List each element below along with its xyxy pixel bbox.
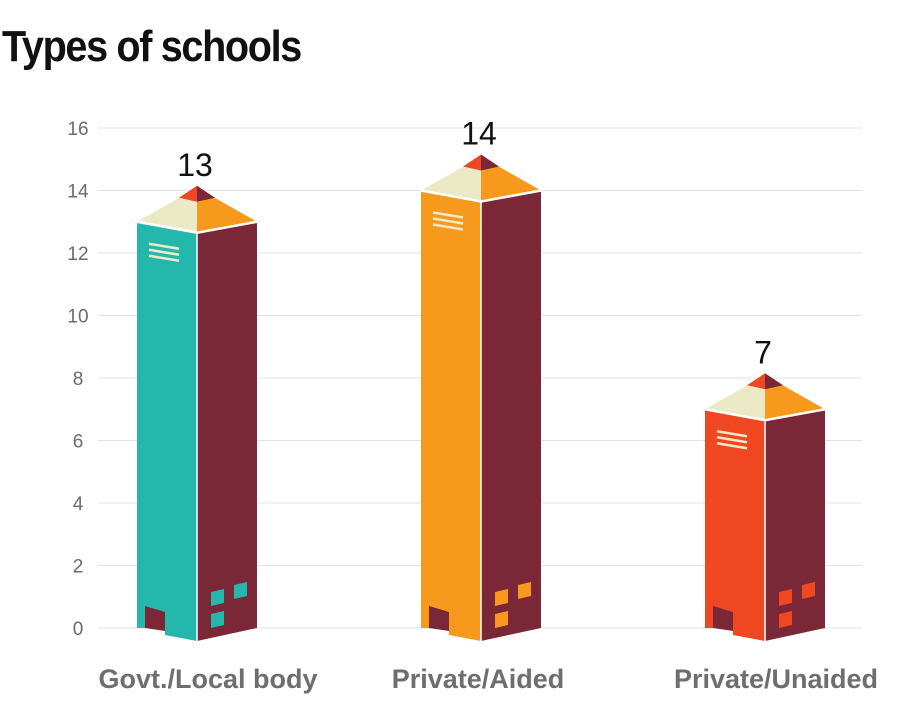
bars bbox=[136, 154, 826, 641]
y-tick-label: 0 bbox=[73, 619, 84, 640]
vent-stripe bbox=[148, 248, 180, 257]
data-label: 13 bbox=[177, 147, 213, 183]
door-icon bbox=[713, 606, 733, 631]
vent-stripe bbox=[716, 441, 748, 450]
window-icon bbox=[234, 582, 247, 599]
roof-peak-right bbox=[481, 154, 499, 171]
y-tick-label: 8 bbox=[73, 369, 84, 390]
window-icon bbox=[211, 611, 224, 628]
data-label: 14 bbox=[461, 116, 497, 152]
y-tick-label: 6 bbox=[73, 432, 84, 453]
vent-stripe bbox=[716, 435, 748, 444]
y-tick-label: 10 bbox=[67, 307, 88, 328]
data-labels: 13 14 7 bbox=[177, 116, 772, 371]
y-tick-label: 14 bbox=[67, 182, 89, 203]
roof-peak-right bbox=[765, 373, 783, 390]
category-label: Private/Unaided bbox=[674, 664, 878, 694]
x-axis: Govt./Local body Private/Aided Private/Una… bbox=[98, 664, 878, 694]
y-axis: 0 2 4 6 8 10 12 14 16 bbox=[67, 119, 89, 640]
window-icon bbox=[211, 589, 224, 606]
roof-left bbox=[705, 375, 765, 421]
y-tick-label: 16 bbox=[67, 119, 88, 140]
chart-title: Types of schools bbox=[2, 22, 302, 71]
category-label: Private/Aided bbox=[392, 664, 565, 694]
vent-stripe bbox=[432, 217, 464, 225]
bar-side-face bbox=[197, 221, 257, 641]
roof-peak-left bbox=[463, 154, 481, 171]
window-icon bbox=[802, 582, 815, 599]
roof-left bbox=[137, 187, 197, 233]
window-icon bbox=[495, 589, 508, 606]
window-icon bbox=[779, 589, 792, 606]
bar bbox=[704, 373, 826, 641]
roof-right bbox=[765, 375, 825, 421]
vent-stripe bbox=[432, 223, 464, 231]
vent-stripe bbox=[148, 242, 180, 251]
roof-peak-left bbox=[747, 373, 765, 390]
roof-peak-left bbox=[179, 185, 197, 202]
window-icon bbox=[779, 611, 792, 628]
roof-left bbox=[421, 156, 481, 202]
y-tick-label: 12 bbox=[67, 244, 88, 265]
bar-front-face bbox=[421, 190, 481, 641]
bar bbox=[420, 154, 542, 641]
vent-stripe bbox=[432, 211, 464, 219]
y-tick-label: 2 bbox=[73, 557, 84, 578]
bar-side-face bbox=[481, 190, 541, 641]
bar-side-face bbox=[765, 409, 825, 641]
roof-peak-right bbox=[197, 185, 215, 202]
y-tick-label: 4 bbox=[73, 494, 84, 515]
roof-right bbox=[197, 187, 257, 233]
bar-front-face bbox=[705, 409, 765, 641]
door-icon bbox=[145, 606, 165, 631]
bar bbox=[136, 185, 258, 641]
bar-front-face bbox=[137, 221, 197, 641]
door-icon bbox=[429, 606, 449, 631]
data-label: 7 bbox=[754, 334, 772, 370]
vent-stripe bbox=[716, 429, 748, 438]
category-label: Govt./Local body bbox=[98, 664, 317, 694]
window-icon bbox=[518, 582, 531, 599]
roof-right bbox=[481, 156, 541, 202]
window-icon bbox=[495, 611, 508, 628]
vent-stripe bbox=[148, 254, 180, 263]
